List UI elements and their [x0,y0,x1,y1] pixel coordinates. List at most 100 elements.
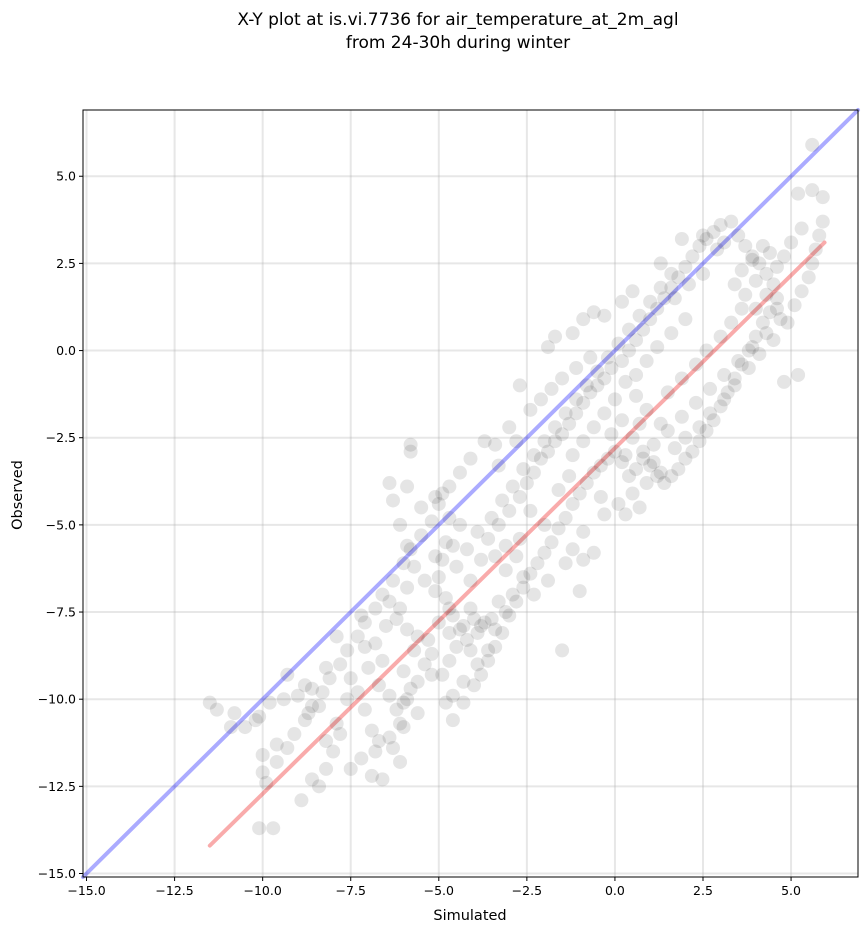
scatter-point [593,489,608,504]
scatter-point [364,768,379,783]
scatter-point [382,688,397,703]
scatter-point [297,678,312,693]
scatter-point [713,329,728,344]
scatter-point [523,566,538,581]
scatter-point [304,699,319,714]
scatter-point [248,713,263,728]
scatter-point [315,685,330,700]
scatter-point [438,695,453,710]
scatter-point [396,695,411,710]
scatter-point [759,266,774,281]
scatter-point [456,695,471,710]
scatter-point [643,458,658,473]
y-tick-label: −15.0 [38,866,76,881]
scatter-point [393,601,408,616]
scatter-point [748,301,763,316]
scatter-point [678,430,693,445]
scatter-point [343,671,358,686]
scatter-point [431,570,446,585]
scatter-point [400,692,415,707]
scatter-point [452,517,467,532]
scatter-point [463,573,478,588]
scatter-point [646,455,661,470]
scatter-point [576,524,591,539]
scatter-point [555,427,570,442]
scatter-point [312,779,327,794]
x-axis-label: Simulated [433,908,506,924]
scatter-point [442,479,457,494]
scatter-point [706,413,721,428]
scatter-point [202,695,217,710]
scatter-point [259,775,274,790]
scatter-point [713,218,728,233]
scatter-point [403,681,418,696]
scatter-point [452,465,467,480]
scatter-point [576,434,591,449]
scatter-point [622,469,637,484]
scatter-point [815,190,830,205]
scatter-point [389,702,404,717]
scatter-point [386,741,400,756]
scatter-point [252,821,267,836]
scatter-point [636,322,651,337]
scatter-point [445,538,460,553]
scatter-point [340,692,355,707]
scatter-point [410,706,425,721]
scatter-point [488,622,503,637]
scatter-point [762,245,777,260]
scatter-point [762,305,777,320]
scatter-point [752,256,767,271]
scatter-point [664,280,679,295]
scatter-point [393,754,408,769]
scatter-point [209,702,224,717]
scatter-point [643,294,658,309]
scatter-point [417,573,432,588]
scatter-point [287,727,302,742]
scatter-point [664,266,679,281]
scatter-point [396,556,411,571]
y-tick-label: 2.5 [56,256,76,271]
scatter-point [389,612,404,627]
scatter-point [403,437,418,452]
scatter-point [470,524,485,539]
scatter-point [505,587,520,602]
scatter-point [396,664,411,679]
scatter-point [572,584,587,599]
scatter-point [801,270,816,285]
scatter-point [382,594,397,609]
scatter-point [488,549,503,564]
scatter-point [442,625,457,640]
x-tick-label: −2.5 [512,883,542,898]
scatter-point [371,734,386,749]
y-tick-label: −7.5 [46,605,76,620]
x-tick-label: −12.5 [155,883,193,898]
scatter-point [319,761,334,776]
scatter-point [548,329,563,344]
scatter-point [724,214,739,229]
scatter-point [452,622,467,637]
scatter-point [597,308,612,323]
x-tick-label: 5.0 [781,883,801,898]
scatter-point [537,517,552,532]
scatter-point [597,371,612,386]
scatter-point [294,793,309,808]
scatter-point [692,238,707,253]
scatter-point [671,462,686,477]
scatter-point [445,608,460,623]
scatter-point [565,542,580,557]
scatter-point [586,420,601,435]
scatter-point [280,741,295,756]
scatter-point [769,259,784,274]
scatter-point [555,371,570,386]
scatter-point [371,678,386,693]
scatter-point [653,416,668,431]
scatter-point [657,291,672,306]
scatter-point [481,531,496,546]
chart-title-line-1: X-Y plot at is.vi.7736 for air_temperatu… [237,10,678,30]
scatter-point [629,367,644,382]
scatter-point [558,406,573,421]
scatter-point [519,476,534,491]
scatter-point [512,531,527,546]
scatter-point [481,653,496,668]
scatter-point [710,242,725,257]
